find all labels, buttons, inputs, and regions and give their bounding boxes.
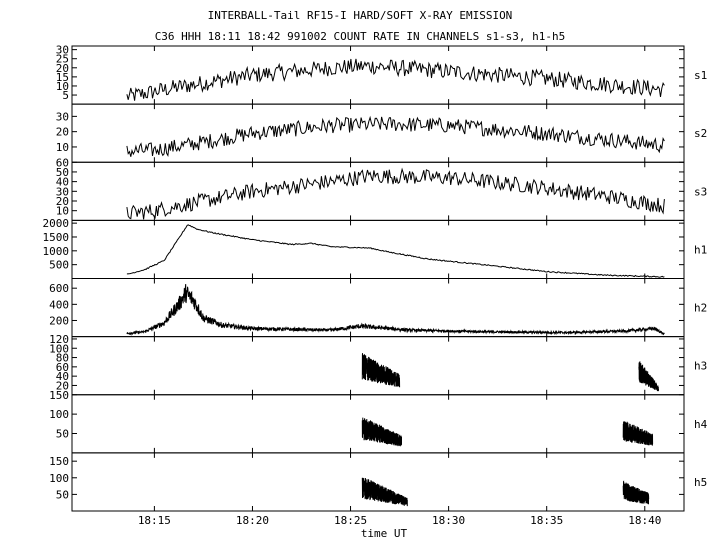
channel-label-s2: s2 — [694, 127, 707, 140]
channel-label-h5: h5 — [694, 476, 707, 489]
y-tick-label-h4: 150 — [49, 389, 69, 402]
series-line-h1 — [126, 224, 665, 278]
channel-label-h2: h2 — [694, 302, 707, 315]
x-tick-label: 18:40 — [628, 514, 661, 527]
chart-subtitle: C36 HHH 18:11 18:42 991002 COUNT RATE IN… — [154, 30, 566, 43]
series-line-s3 — [126, 167, 665, 220]
y-tick-label-h3: 40 — [56, 370, 69, 383]
panel-frame-h4 — [71, 394, 685, 454]
y-tick-label-s1: 20 — [56, 62, 69, 75]
panel-frame-s1 — [71, 45, 685, 105]
y-tick-label-h3: 80 — [56, 352, 69, 365]
y-tick-label-h4: 50 — [56, 428, 69, 441]
y-tick-label-s3: 50 — [56, 166, 69, 179]
y-tick-label-h2: 400 — [49, 298, 69, 311]
y-tick-label-h5: 150 — [49, 455, 69, 468]
channel-label-h1: h1 — [694, 243, 707, 256]
channel-label-s1: s1 — [694, 69, 707, 82]
x-tick-label: 18:15 — [138, 514, 171, 527]
y-tick-label-s1: 25 — [56, 53, 69, 66]
channel-label-h3: h3 — [694, 360, 707, 373]
y-tick-label-s3: 60 — [56, 156, 69, 169]
y-tick-label-h3: 100 — [49, 342, 69, 355]
y-tick-label-h1: 1500 — [43, 231, 70, 244]
y-tick-label-h1: 500 — [49, 259, 69, 272]
series-line-h3 — [361, 353, 401, 388]
y-tick-label-s3: 40 — [56, 176, 69, 189]
series-line-h5 — [622, 480, 650, 505]
channel-label-h4: h4 — [694, 418, 708, 431]
y-tick-label-h5: 100 — [49, 472, 69, 485]
y-tick-label-s2: 30 — [56, 110, 69, 123]
series-line-h3 — [638, 361, 659, 392]
y-tick-label-s3: 20 — [56, 195, 69, 208]
y-tick-label-h4: 100 — [49, 408, 69, 421]
x-tick-label: 18:20 — [236, 514, 269, 527]
y-tick-label-h3: 120 — [49, 333, 69, 346]
y-tick-label-h1: 2000 — [43, 217, 70, 230]
series-line-h4 — [622, 421, 654, 446]
y-tick-label-h3: 60 — [56, 361, 69, 374]
y-tick-label-s3: 30 — [56, 185, 69, 198]
series-line-s1 — [126, 58, 665, 101]
y-tick-label-s3: 10 — [56, 205, 69, 218]
y-tick-label-h1: 1000 — [43, 245, 70, 258]
y-tick-label-s2: 20 — [56, 126, 69, 139]
x-tick-label: 18:30 — [432, 514, 465, 527]
y-tick-label-s1: 30 — [56, 44, 69, 57]
y-tick-label-s1: 10 — [56, 80, 69, 93]
x-tick-label: 18:35 — [530, 514, 563, 527]
series-line-s2 — [126, 115, 665, 157]
y-tick-label-s1: 5 — [62, 89, 69, 102]
chart-title: INTERBALL-Tail RF15-I HARD/SOFT X-RAY EM… — [207, 9, 513, 22]
y-tick-label-h2: 600 — [49, 282, 69, 295]
x-axis-label: time UT — [361, 527, 408, 540]
panel-frame-h5 — [71, 452, 685, 512]
series-line-h4 — [361, 417, 402, 447]
y-tick-label-s1: 15 — [56, 71, 69, 84]
y-tick-label-h5: 50 — [56, 488, 69, 501]
series-line-h2 — [126, 284, 665, 337]
y-tick-label-s2: 10 — [56, 141, 69, 154]
series-line-h5 — [361, 477, 408, 507]
channel-label-s3: s3 — [694, 185, 707, 198]
y-tick-label-h2: 200 — [49, 314, 69, 327]
y-tick-label-h3: 20 — [56, 379, 69, 392]
x-tick-label: 18:25 — [334, 514, 367, 527]
